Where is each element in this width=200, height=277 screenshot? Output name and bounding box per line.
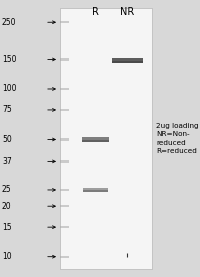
Text: 150: 150	[2, 55, 16, 64]
Text: 15: 15	[2, 223, 12, 232]
Text: R: R	[92, 7, 98, 17]
Bar	[60, 58, 69, 61]
Bar	[83, 188, 108, 192]
Text: 10: 10	[2, 252, 12, 261]
Bar	[60, 88, 69, 90]
Bar	[82, 137, 108, 142]
Text: 75: 75	[2, 106, 12, 114]
Bar	[60, 21, 69, 23]
Text: NR: NR	[120, 7, 134, 17]
Text: 50: 50	[2, 135, 12, 144]
Bar	[60, 205, 69, 207]
Bar	[112, 61, 142, 63]
Text: 2ug loading
NR=Non-
reduced
R=reduced: 2ug loading NR=Non- reduced R=reduced	[156, 123, 199, 154]
Bar	[112, 58, 142, 63]
Bar	[83, 191, 108, 192]
Bar	[60, 160, 69, 163]
Bar	[60, 138, 69, 141]
Bar	[60, 226, 69, 228]
Bar	[82, 140, 108, 142]
Text: 25: 25	[2, 186, 12, 194]
Text: 37: 37	[2, 157, 12, 166]
Text: 250: 250	[2, 18, 16, 27]
Bar	[60, 189, 69, 191]
Text: 20: 20	[2, 202, 12, 211]
Bar	[60, 256, 69, 258]
Text: 100: 100	[2, 84, 16, 93]
Bar	[60, 8, 152, 269]
Bar	[60, 109, 69, 111]
